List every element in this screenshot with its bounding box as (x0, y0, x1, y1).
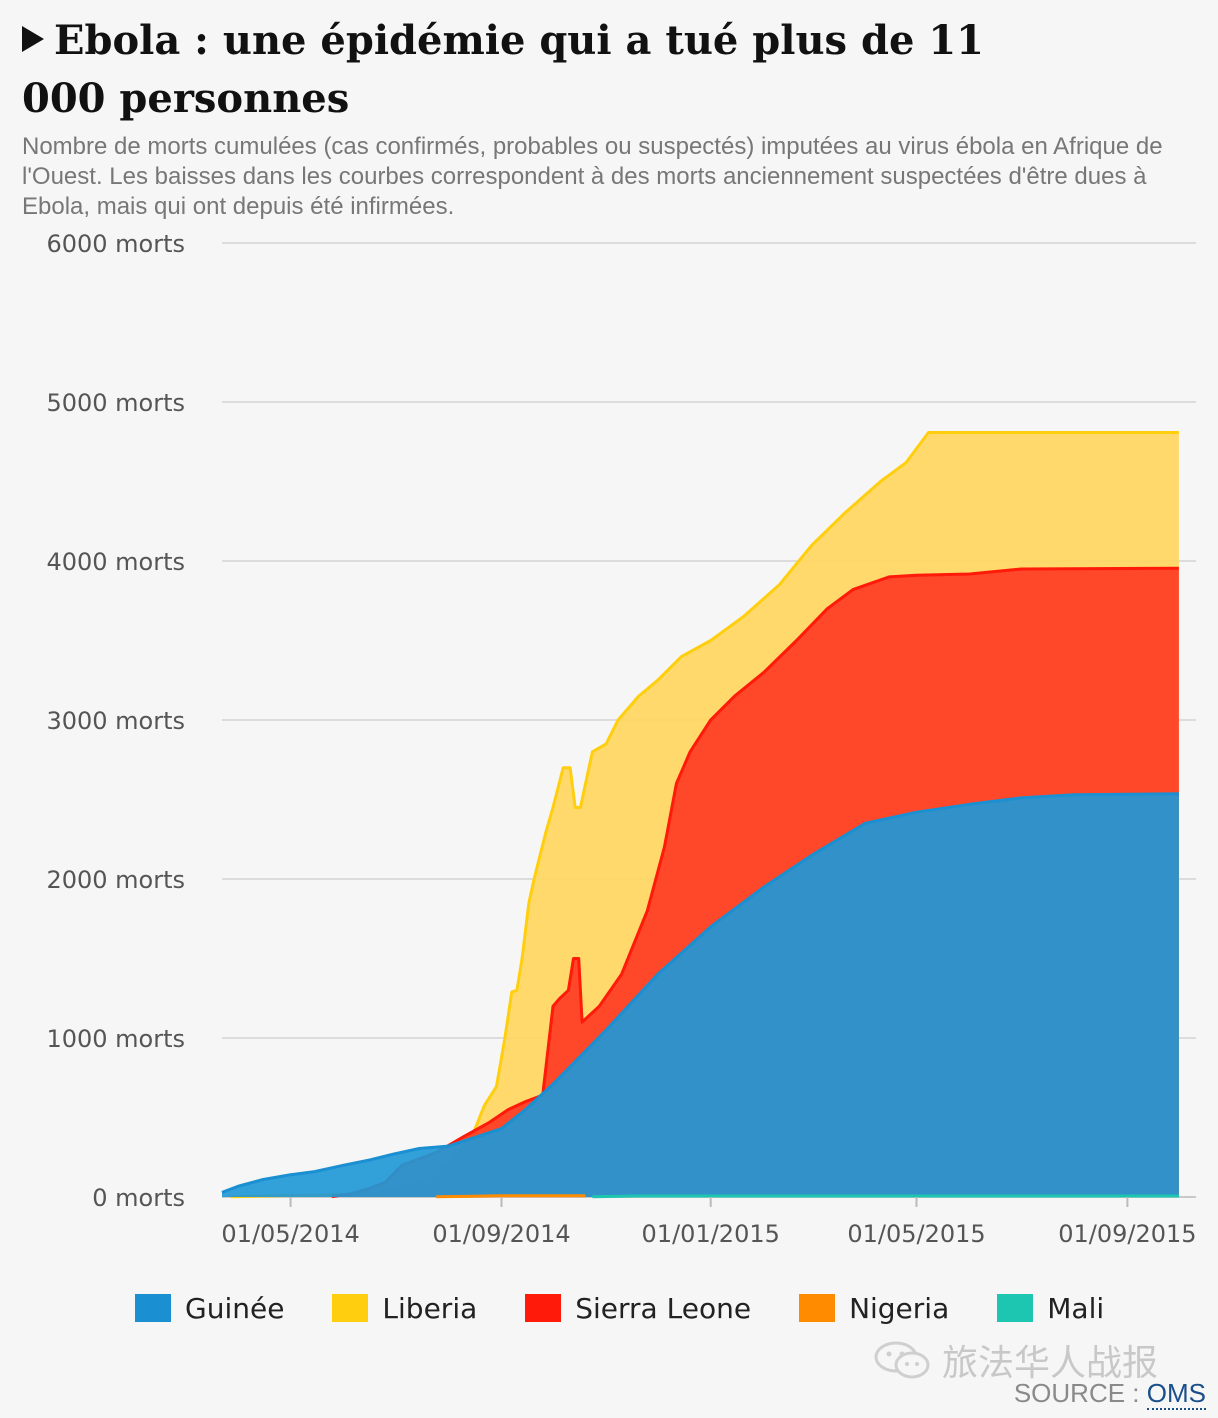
legend-swatch (332, 1294, 369, 1322)
y-tick-label: 0 morts (92, 1184, 185, 1212)
x-tick-label: 01/05/2014 (221, 1220, 359, 1248)
play-triangle-icon (22, 26, 44, 52)
line-nigeria (436, 1194, 586, 1199)
legend-swatch (997, 1294, 1034, 1322)
y-tick-label: 4000 morts (46, 548, 185, 576)
source-link[interactable]: OMS (1146, 1378, 1206, 1410)
watermark: 旅法华人战报 (872, 1334, 1158, 1386)
y-tick-label: 1000 morts (46, 1025, 185, 1053)
source-credit: SOURCE : OMS (1013, 1378, 1206, 1410)
legend-swatch (525, 1294, 562, 1322)
legend-item-guinee[interactable]: Guinée (135, 1292, 284, 1325)
y-tick-label: 2000 morts (46, 866, 185, 894)
line-liberia (230, 431, 1179, 1199)
legend-item-liberia[interactable]: Liberia (332, 1292, 477, 1325)
x-tick-label: 01/09/2014 (432, 1220, 570, 1248)
line-guinee (221, 792, 1179, 1194)
legend-label: Nigeria (849, 1291, 950, 1325)
legend-item-nigeria[interactable]: Nigeria (799, 1292, 949, 1325)
chart-legend: Guinée Liberia Sierra Leone Nigeria Mali (135, 1288, 1152, 1328)
legend-label: Liberia (382, 1291, 478, 1325)
legend-label: Mali (1047, 1291, 1105, 1325)
chart-subtitle: Nombre de morts cumulées (cas confirmés,… (22, 133, 1163, 220)
watermark-text: 旅法华人战报 (942, 1343, 1159, 1384)
legend-swatch (135, 1294, 171, 1322)
ebola-deaths-chart: 0 morts 1000 morts 2000 morts 3000 morts 400… (46, 230, 1196, 1248)
chart-title: Ebola : une épidémie qui a tué plus de 1… (22, 17, 984, 122)
line-mali (592, 1194, 1179, 1199)
legend-label: Sierra Leone (575, 1291, 752, 1325)
legend-item-mali[interactable]: Mali (997, 1292, 1104, 1325)
area-guinee (222, 793, 1179, 1197)
legend-item-sierra-leone[interactable]: Sierra Leone (525, 1292, 751, 1325)
wechat-icon (874, 1341, 930, 1379)
x-tick-label: 01/05/2015 (847, 1220, 985, 1248)
legend-swatch (799, 1294, 836, 1322)
y-tick-label: 6000 morts (46, 230, 185, 258)
legend-label: Guinée (185, 1291, 285, 1325)
x-tick-label: 01/01/2015 (642, 1220, 780, 1248)
y-tick-label: 5000 morts (46, 389, 185, 417)
source-label: SOURCE : (1013, 1378, 1147, 1408)
y-tick-label: 3000 morts (46, 707, 185, 735)
x-tick-label: 01/09/2015 (1058, 1220, 1196, 1248)
